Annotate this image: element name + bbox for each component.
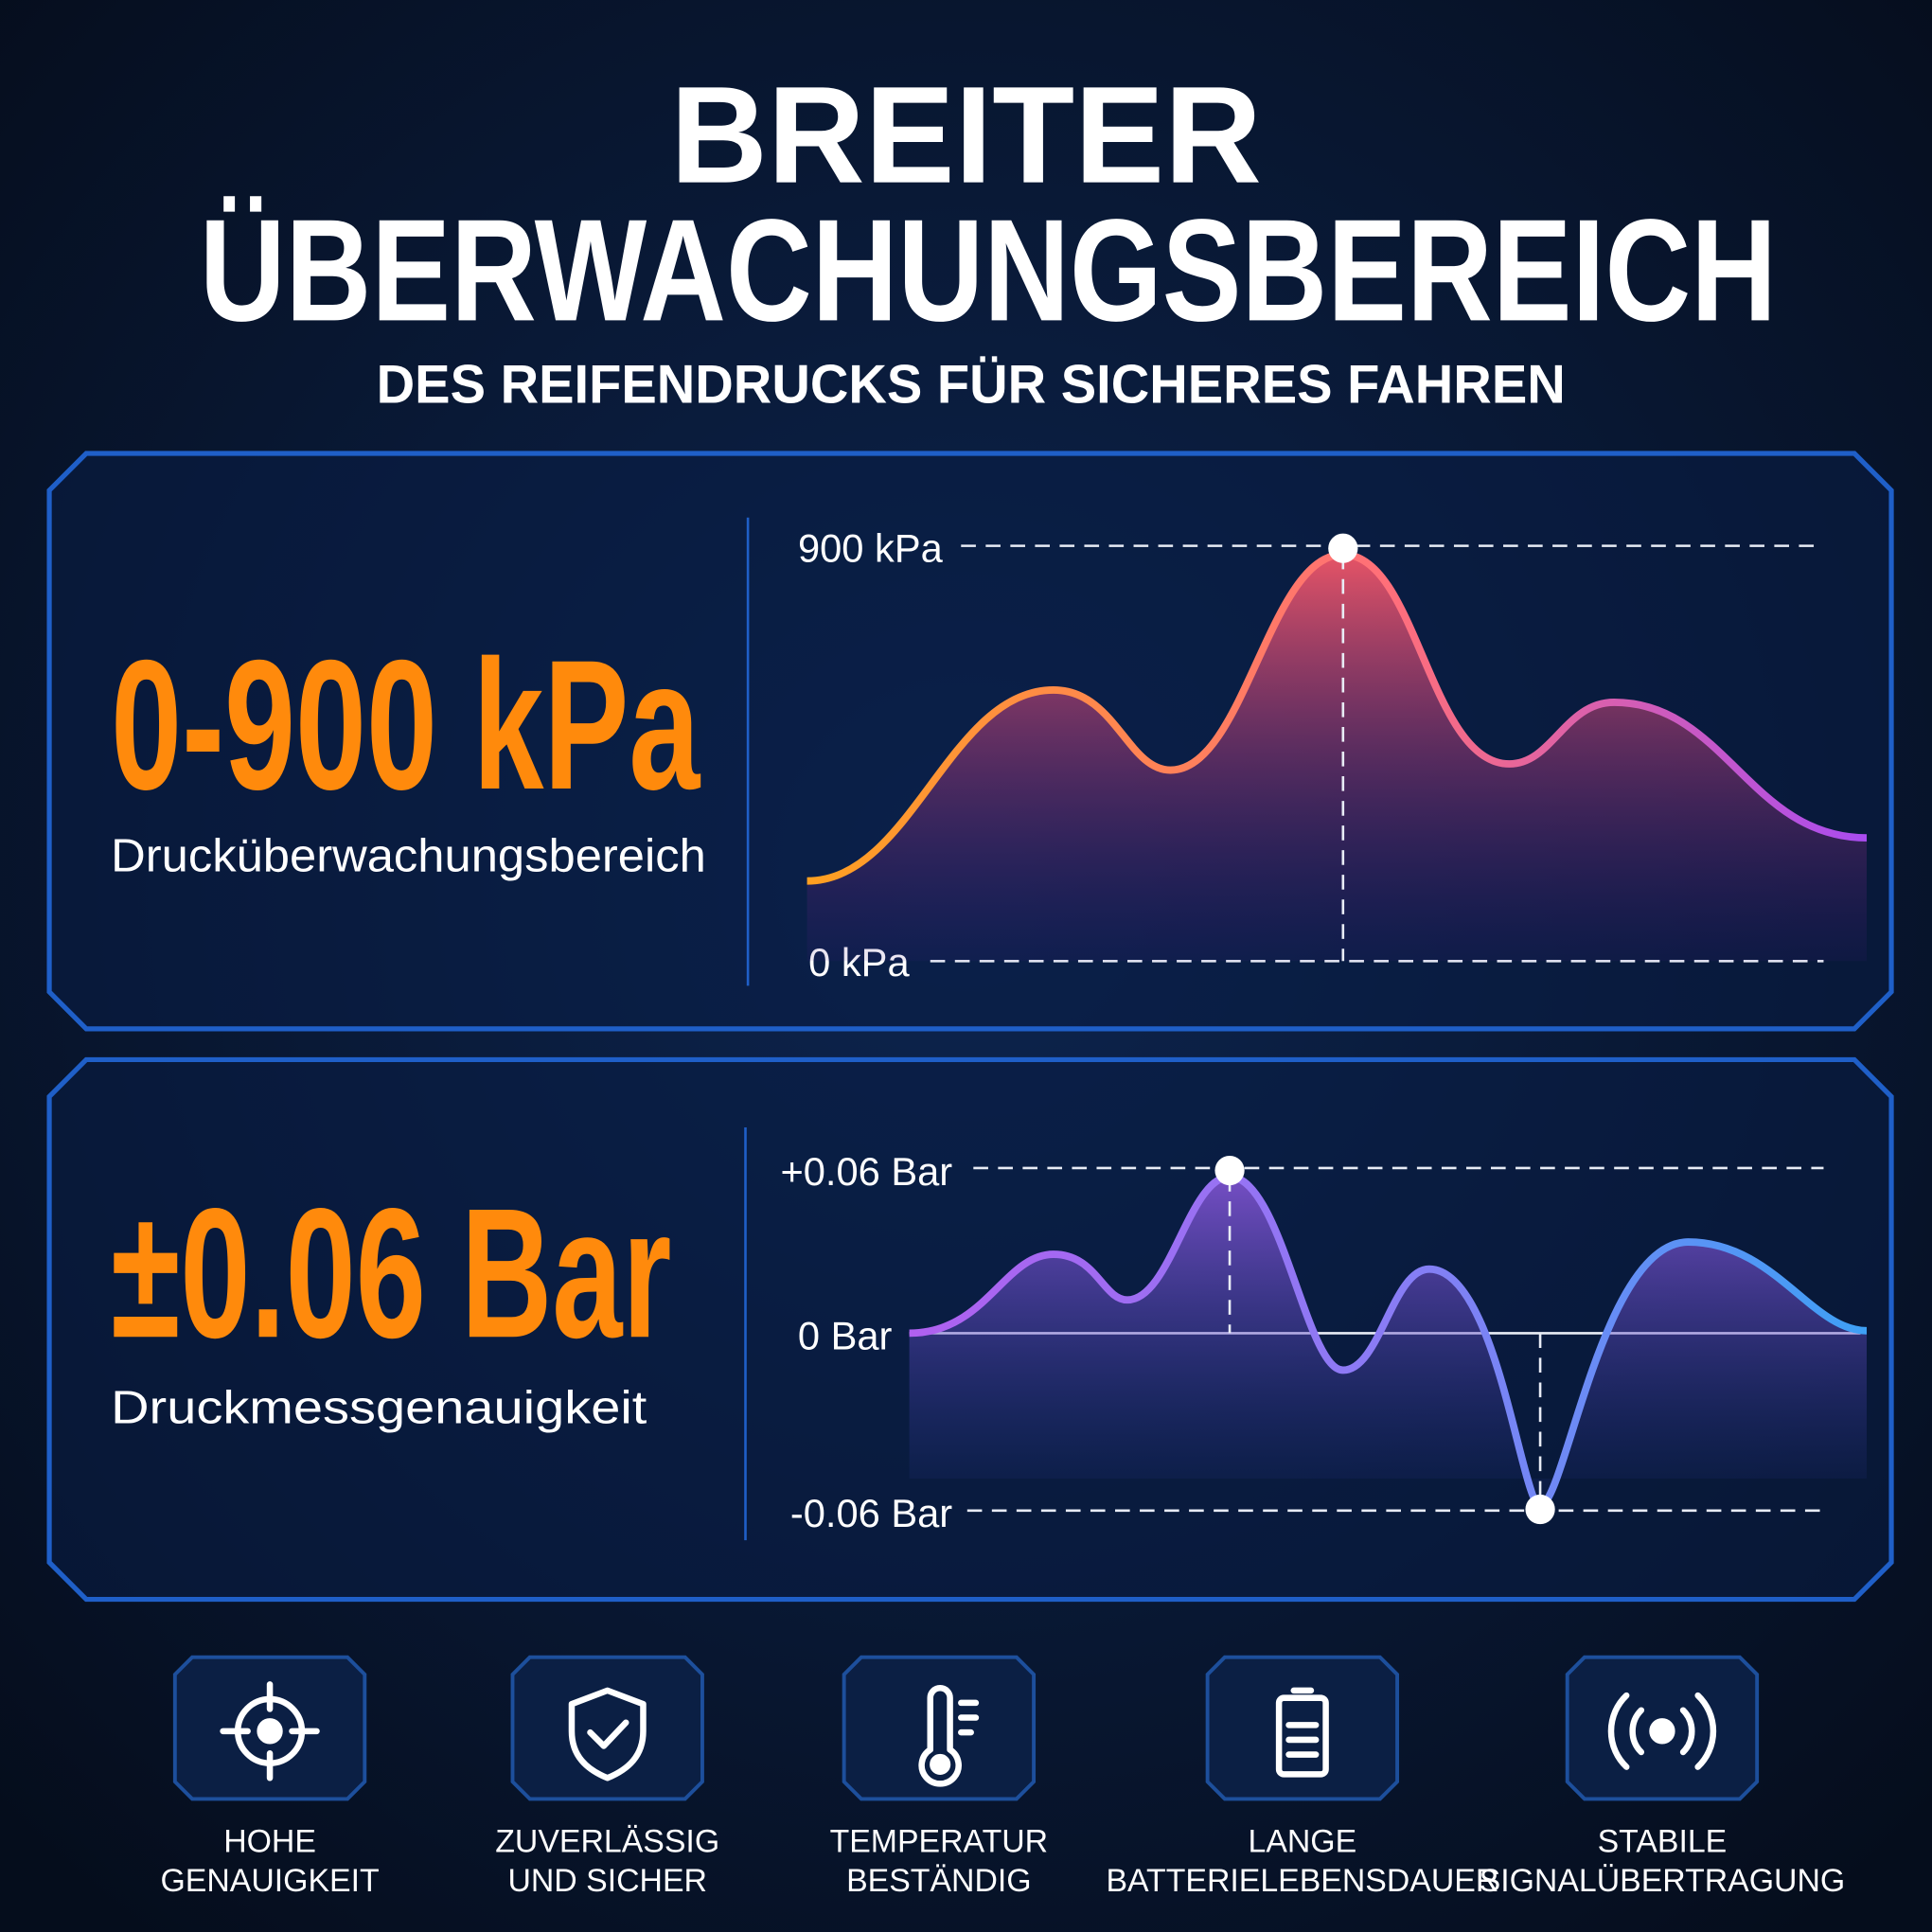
feature-label: BESTÄNDIG [846,1863,1032,1899]
curve-area [909,1177,1868,1506]
axis-label: -0.06 Bar [790,1491,952,1535]
spec-value: 0-900 kPa [111,622,700,828]
spec-label: Druckmessgenauigkeit [111,1381,647,1433]
spec-label: Drucküberwachungsbereich [111,829,706,881]
peak-dot [1328,533,1358,563]
thermometer-icon [918,1685,980,1787]
feature-label: HOHE [223,1823,316,1859]
feature-label: UND SICHER [507,1863,707,1899]
feature-label: GENAUIGKEIT [160,1863,379,1899]
curve [909,1173,1868,1510]
feature-label: SIGNALÜBERTRAGUNG [1480,1863,1846,1899]
shield-icon [568,1687,647,1781]
feature-label: BATTERIELEBENSDAUER [1106,1863,1498,1899]
spec-value: ±0.06 Bar [111,1170,671,1376]
icons [220,1681,1717,1787]
signal-icon [1607,1692,1717,1770]
axis-label: 900 kPa [798,526,944,571]
feature-box [510,1655,704,1801]
battery-icon [1275,1687,1329,1778]
axis-label: +0.06 Bar [780,1149,952,1194]
feature-label: TEMPERATUR [830,1823,1049,1859]
feature-label: ZUVERLÄSSIG [495,1823,719,1859]
peak-dot [1525,1494,1555,1525]
feature-label: STABILE [1598,1823,1728,1859]
peak-line [1228,1177,1542,1506]
title-line: BREITER [670,58,1262,212]
feature-label: LANGE [1249,1823,1357,1859]
target-icon [220,1681,320,1781]
title-line: ÜBERWACHUNGSBEREICH [200,188,1777,351]
axis-label: 0 Bar [798,1313,893,1357]
feature-box [842,1655,1037,1801]
peak-dot [1214,1155,1245,1186]
subtitle: DES REIFENDRUCKS FÜR SICHERES FAHREN [377,355,1566,416]
curve-area [806,554,1868,962]
